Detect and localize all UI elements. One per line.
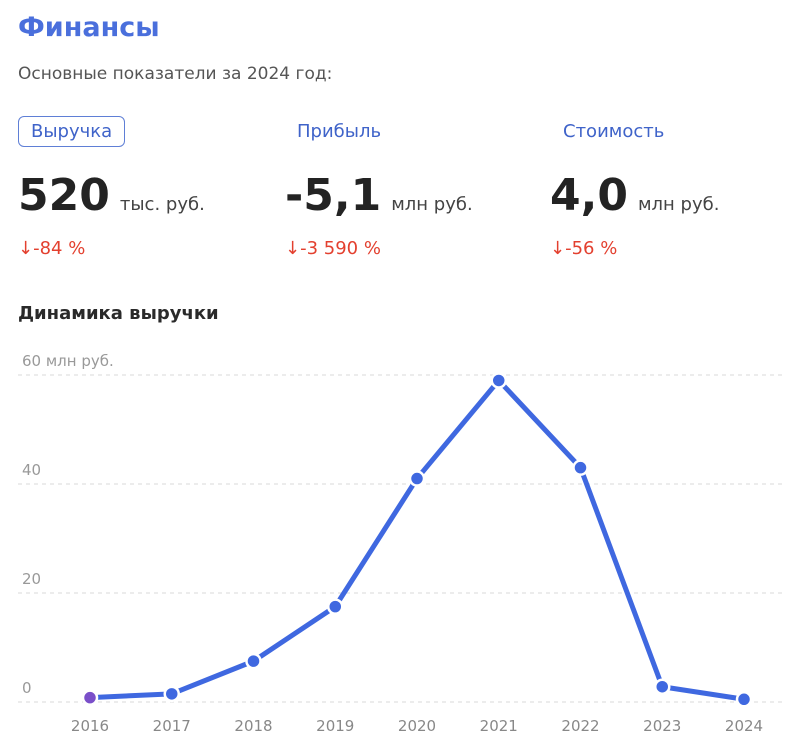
data-point[interactable] [735, 691, 753, 708]
x-tick-label: 2018 [234, 717, 272, 735]
metric-value: 4,0 [550, 170, 628, 221]
metric-revenue: 520 тыс. руб. [18, 170, 205, 221]
tab-revenue[interactable]: Выручка [18, 116, 126, 147]
metric-profit: -5,1 млн руб. [285, 170, 473, 221]
y-tick-label: 20 [22, 570, 41, 588]
data-point[interactable] [572, 459, 589, 476]
x-tick-label: 2024 [725, 717, 763, 735]
x-tick-label: 2016 [71, 717, 109, 735]
tab-value[interactable]: Стоимость [563, 121, 665, 142]
data-point[interactable] [81, 689, 99, 706]
data-point[interactable] [408, 470, 426, 487]
x-tick-label: 2022 [561, 717, 599, 735]
page-subtitle: Основные показатели за 2024 год: [18, 64, 333, 84]
chart-title: Динамика выручки [18, 303, 219, 324]
page-title: Финансы [18, 12, 160, 43]
metric-unit: тыс. руб. [119, 194, 205, 215]
change-badge: ↓-56 % [550, 238, 618, 259]
metric-unit: млн руб. [637, 194, 720, 215]
revenue-line-chart: 0 20 40 60 млн руб. 2016 2017 2018 2019 2020 2021… [18, 352, 785, 735]
y-tick-label: 60 млн руб. [22, 352, 114, 370]
x-tick-label: 2021 [480, 717, 518, 735]
y-tick-label: 0 [22, 679, 32, 697]
change-badge: ↓-3 590 % [285, 238, 381, 259]
x-tick-label: 2019 [316, 717, 354, 735]
data-point[interactable] [163, 685, 180, 703]
metric-value: 520 [18, 170, 110, 221]
metric-value: -5,1 [285, 170, 382, 221]
x-tick-label: 2020 [398, 717, 436, 735]
data-point[interactable] [245, 652, 262, 670]
y-tick-label: 40 [22, 461, 41, 479]
data-point[interactable] [490, 372, 507, 389]
change-badge: ↓-84 % [18, 238, 86, 259]
metric-value-total: 4,0 млн руб. [550, 170, 719, 221]
data-point[interactable] [654, 678, 671, 695]
series-line [87, 377, 747, 702]
x-tick-label: 2017 [153, 717, 191, 735]
metric-unit: млн руб. [391, 194, 473, 215]
x-tick-label: 2023 [643, 717, 681, 735]
tab-profit[interactable]: Прибыль [297, 121, 382, 142]
data-point[interactable] [327, 598, 344, 615]
